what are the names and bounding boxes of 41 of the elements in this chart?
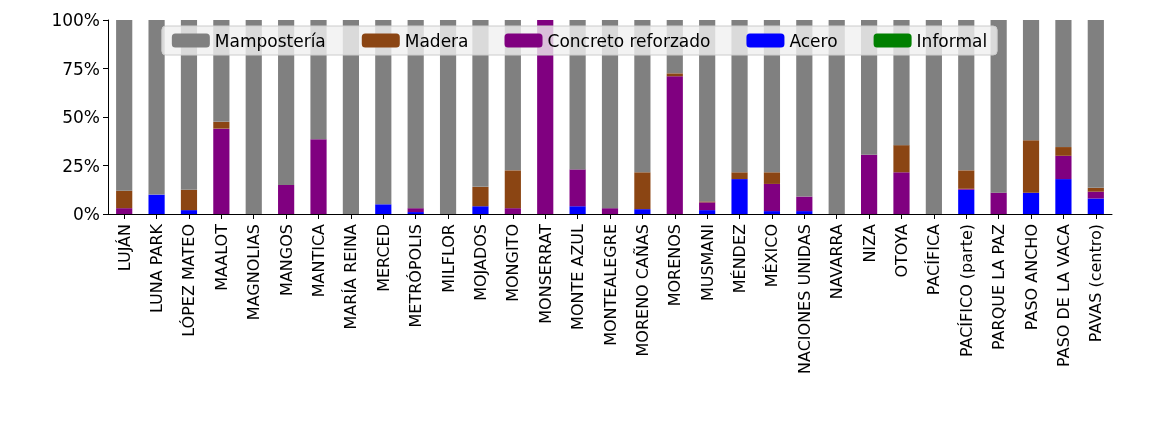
x-tick-label: LÓPEZ MATEO (179, 224, 199, 337)
legend-label: Mampostería (214, 30, 326, 51)
x-tick-label: MARÍA REINA (341, 223, 361, 330)
x-tick-label: MERCED (373, 224, 393, 292)
y-tick-label: 75% (62, 58, 100, 79)
x-tick-label: MAALOT (211, 223, 231, 291)
legend-label: Concreto reforzado (547, 30, 711, 51)
x-tick-label: PASO ANCHO (1021, 224, 1041, 331)
x-tick-label: MORENOS (665, 224, 685, 307)
x-tick-label: MAGNOLIAS (244, 224, 264, 321)
x-tick-label: MANTICA (309, 223, 329, 298)
x-tick-label: MONTE AZUL (568, 223, 588, 330)
x-tick-label: MÉNDEZ (730, 223, 750, 294)
x-tick-label: PACÍFICO (parte) (956, 224, 976, 358)
x-tick-label: MOJADOS (470, 224, 490, 301)
y-tick-label: 100% (51, 10, 100, 30)
legend-label: Acero (789, 30, 838, 51)
x-tick-label: NACIONES UNIDAS (794, 224, 814, 374)
y-tick-label: 50% (62, 107, 100, 127)
x-tick-label: NIZA (859, 223, 879, 263)
y-tick-label: 0% (73, 204, 100, 224)
x-tick-label: MORENO CAÑAS (632, 224, 652, 357)
x-tick-label: PARQUE LA PAZ (989, 223, 1009, 351)
legend-label: Informal (916, 30, 988, 51)
x-tick-label: NAVARRA (827, 223, 847, 300)
x-tick-label: MONSERRAT (535, 223, 555, 324)
x-tick-label: PACÍFICA (924, 223, 944, 296)
x-tick-label: OTOYA (891, 223, 911, 278)
x-tick-label: PAVAS (centro) (1086, 224, 1106, 343)
x-tick-label: METRÓPOLIS (406, 224, 426, 328)
x-tick-label: MÉXICO (762, 224, 782, 288)
x-tick-label: LUNA PARK (147, 223, 167, 314)
x-tick-label: MONTEALEGRE (600, 224, 620, 346)
x-tick-label: MILFLOR (438, 224, 458, 293)
x-tick-label: MANGOS (276, 224, 296, 296)
y-tick-label: 25% (62, 155, 100, 176)
x-tick-label: MUSMANI (697, 224, 717, 302)
legend-label: Madera (404, 30, 469, 51)
x-tick-label: LUJÁN (114, 224, 134, 272)
x-tick-label: PASO DE LA VACA (1053, 223, 1073, 367)
x-tick-label: MONGITO (503, 224, 523, 302)
